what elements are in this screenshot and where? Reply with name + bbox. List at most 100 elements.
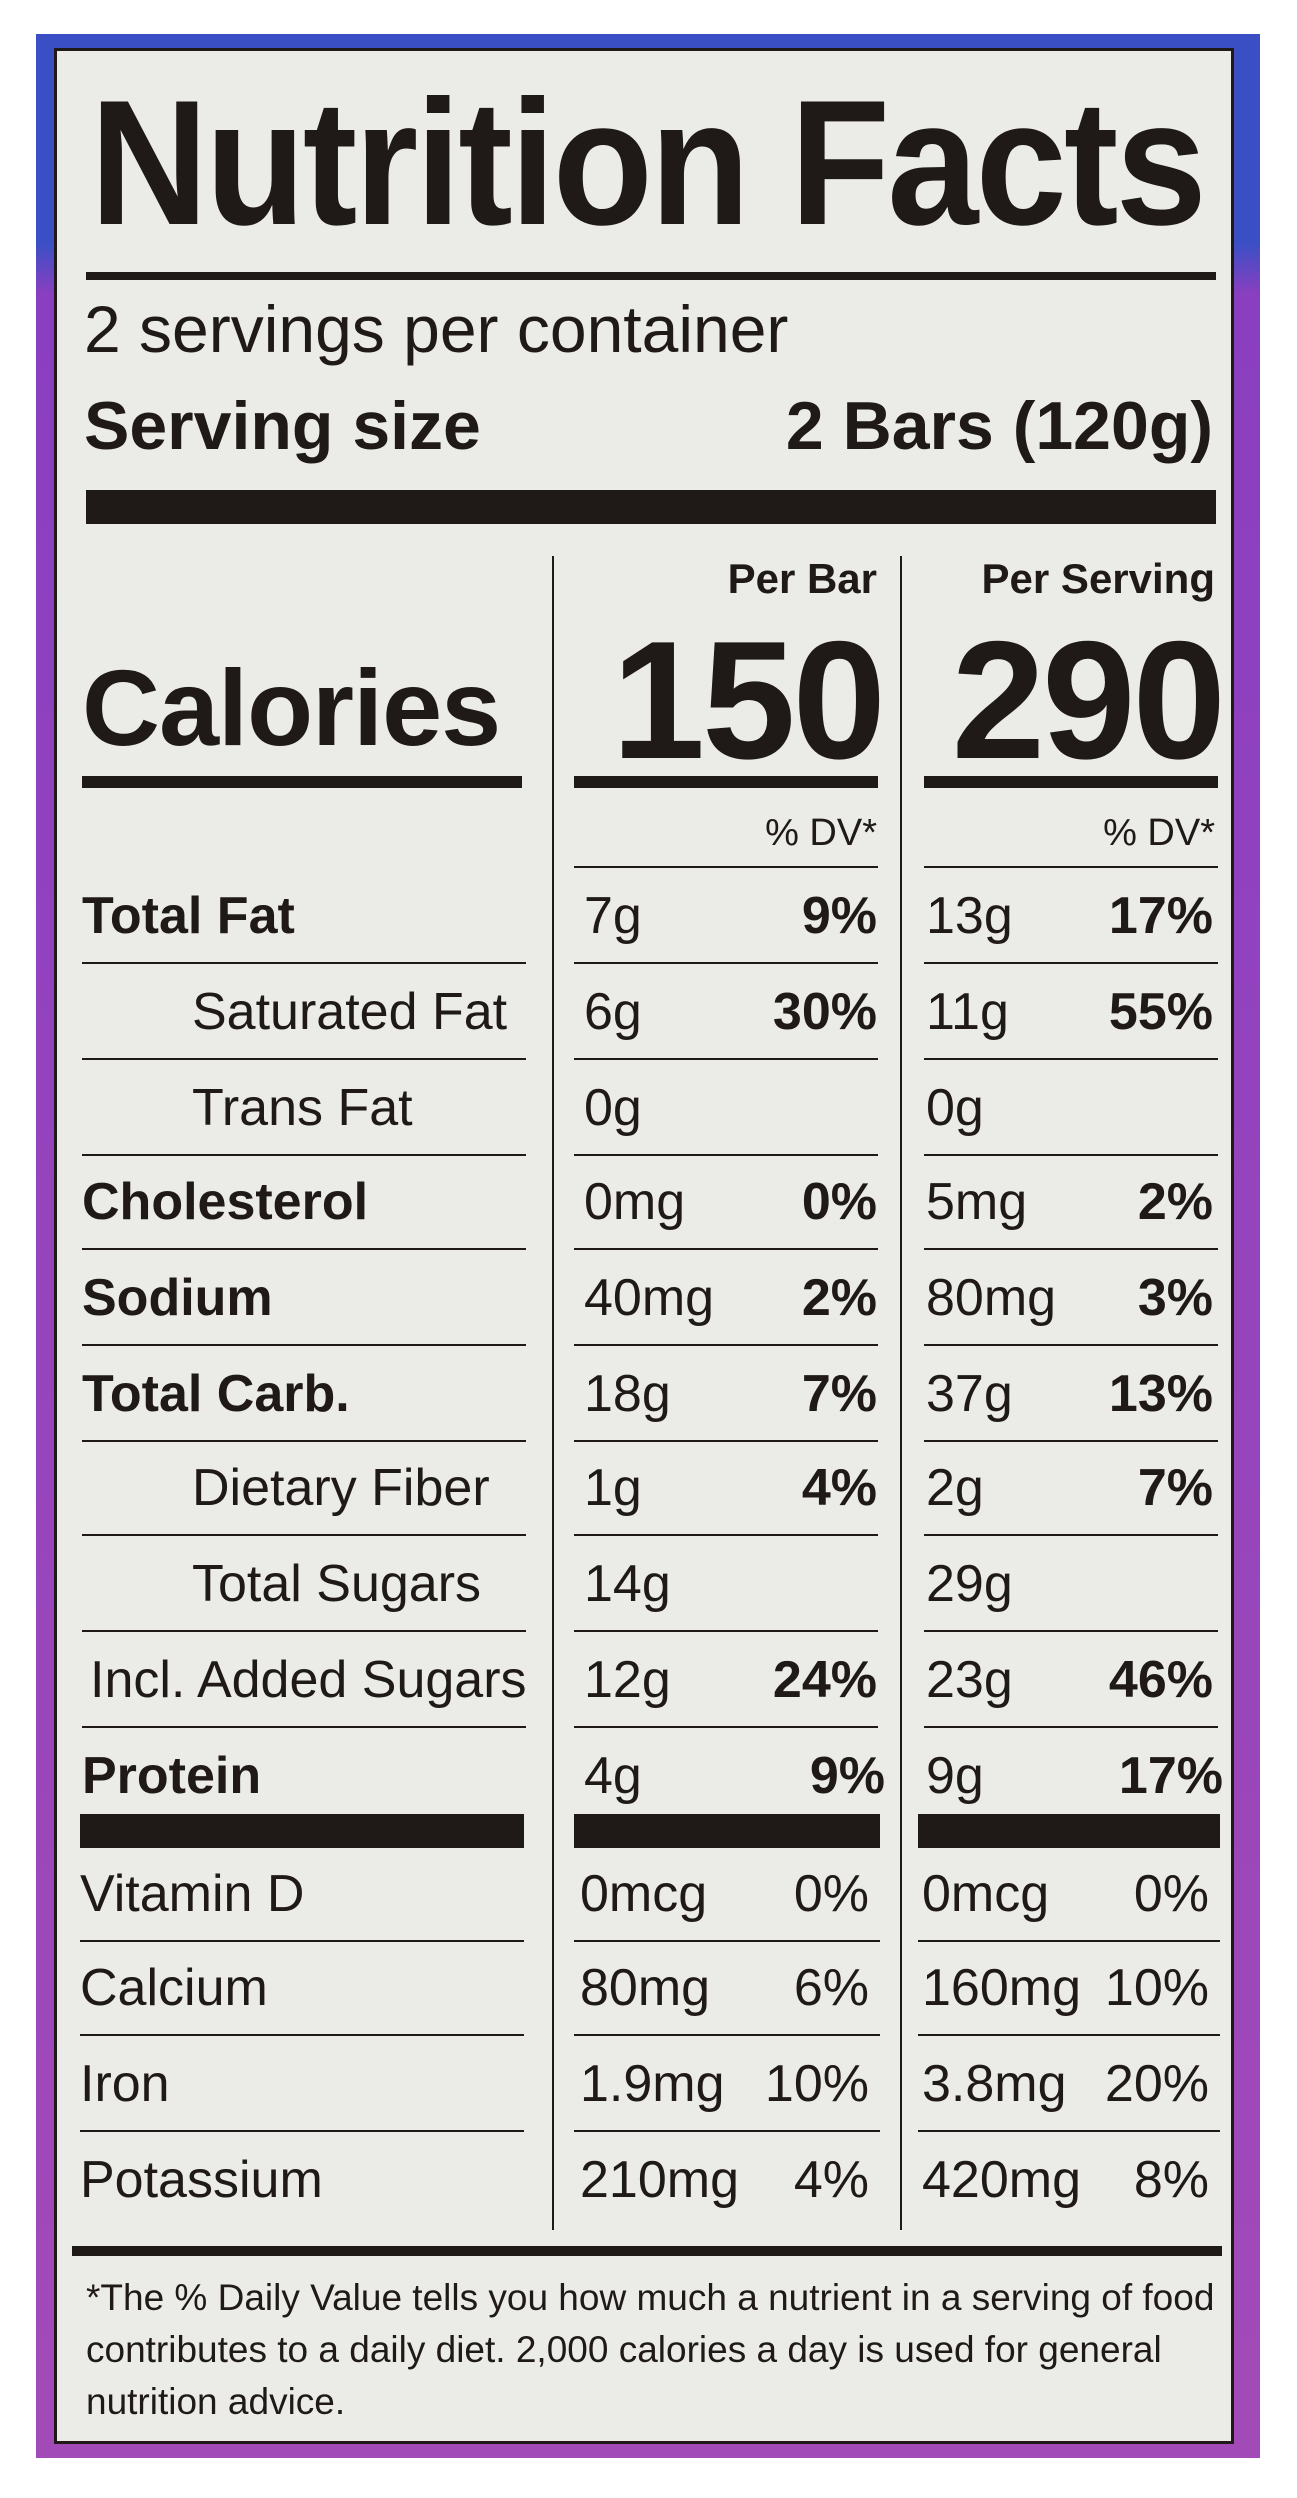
nutrient-bar-amount: 7g [584, 887, 642, 945]
row-rule-name [82, 1154, 526, 1156]
title-rule [86, 272, 1216, 280]
nutrient-bar-amount: 6g [584, 983, 642, 1041]
nutrient-name: Cholesterol [82, 1173, 369, 1231]
nutrient-serving-amount: 13g [926, 887, 1013, 945]
row-rule-serving [924, 1726, 1218, 1728]
dv-rule-bar [574, 866, 878, 868]
nutrient-name: Saturated Fat [192, 983, 508, 1041]
row-rule-serving [924, 1248, 1218, 1250]
nutrient-name: Protein [82, 1747, 262, 1805]
column-divider-2 [900, 556, 902, 2230]
serving-size-label: Serving size [84, 388, 481, 464]
vitamin-bar-amount: 210mg [580, 2151, 739, 2209]
nutrient-serving-dv: 2% [1137, 1173, 1213, 1231]
nutrient-name: Sodium [82, 1269, 273, 1327]
vitamin-name: Potassium [80, 2151, 323, 2209]
calories-rule-serving [924, 776, 1218, 788]
nutrient-serving-amount: 0g [926, 1079, 984, 1137]
nutrient-serving-amount: 23g [926, 1651, 1013, 1709]
nutrient-bar-dv: 2% [801, 1269, 877, 1327]
vitamin-name: Calcium [80, 1959, 268, 2017]
row-rule-name [80, 2130, 524, 2132]
nutrition-label-panel [54, 48, 1234, 2444]
row-rule-serving [924, 1534, 1218, 1536]
row-rule-serving [924, 1440, 1218, 1442]
nutrient-serving-dv: 55% [1108, 983, 1213, 1041]
row-rule-bar [574, 1344, 878, 1346]
nutrient-serving-dv: 46% [1108, 1651, 1213, 1709]
vitamin-serving-amount: 0mcg [922, 1865, 1050, 1923]
row-rule-bar [574, 1534, 878, 1536]
row-rule-bar [574, 962, 878, 964]
vitamin-bar-amount: 0mcg [580, 1865, 708, 1923]
calories-label: Calories [82, 647, 501, 768]
nutrient-name: Incl. Added Sugars [90, 1651, 527, 1709]
row-rule-name [82, 1440, 526, 1442]
row-rule-serving [924, 1344, 1218, 1346]
row-rule-name [82, 1248, 526, 1250]
vitamins-thick-rule-bar [574, 1814, 880, 1848]
nutrient-bar-amount: 14g [584, 1555, 671, 1613]
calories-per-bar: 150 [611, 606, 886, 794]
row-rule-name [82, 1534, 526, 1536]
vitamin-name: Iron [80, 2055, 170, 2113]
nutrient-bar-amount: 12g [584, 1651, 671, 1709]
nutrient-bar-dv: 7% [801, 1365, 877, 1423]
nutrient-serving-dv: 7% [1137, 1459, 1213, 1517]
serving-size-value: 2 Bars (120g) [785, 388, 1213, 464]
row-rule-name [80, 1940, 524, 1942]
vitamin-serving-amount: 420mg [922, 2151, 1081, 2209]
row-rule-bar [574, 1940, 880, 1942]
row-rule-name [82, 1344, 526, 1346]
dv-header-per-serving: % DV* [1103, 812, 1215, 854]
vitamin-serving-amount: 160mg [922, 1959, 1081, 2017]
row-rule-serving [918, 2034, 1220, 2036]
row-rule-bar [574, 1058, 878, 1060]
row-rule-serving [918, 2130, 1220, 2132]
nutrient-bar-amount: 18g [584, 1365, 671, 1423]
vitamins-thick-rule-serving [918, 1814, 1220, 1848]
row-rule-name [80, 2034, 524, 2036]
vitamin-bar-amount: 1.9mg [580, 2055, 725, 2113]
nutrient-bar-dv: 9% [809, 1747, 885, 1805]
vitamin-serving-dv: 20% [1104, 2055, 1209, 2113]
nutrient-name: Total Sugars [192, 1555, 482, 1613]
nutrient-name: Total Fat [82, 887, 295, 945]
footnote-rule [72, 2246, 1222, 2256]
nutrient-bar-amount: 40mg [584, 1269, 715, 1327]
nutrient-serving-dv: 17% [1118, 1747, 1223, 1805]
daily-value-footnote: *The % Daily Value tells you how much a … [86, 2277, 1215, 2422]
nutrient-bar-amount: 0g [584, 1079, 642, 1137]
row-rule-bar [574, 1248, 878, 1250]
nutrient-bar-dv: 9% [801, 887, 877, 945]
row-rule-bar [574, 1154, 878, 1156]
nutrient-serving-amount: 29g [926, 1555, 1013, 1613]
nutrient-bar-amount: 4g [584, 1747, 642, 1805]
nutrient-serving-amount: 37g [926, 1365, 1013, 1423]
row-rule-name [82, 1726, 526, 1728]
nutrient-bar-dv: 24% [772, 1651, 877, 1709]
label-title: Nutrition Facts [90, 63, 1207, 262]
nutrient-serving-amount: 11g [926, 983, 1009, 1041]
nutrient-bar-dv: 30% [772, 983, 877, 1041]
nutrient-serving-amount: 2g [926, 1459, 984, 1517]
vitamin-serving-dv: 8% [1133, 2151, 1209, 2209]
row-rule-name [82, 1058, 526, 1060]
nutrient-name: Trans Fat [192, 1079, 413, 1137]
column-divider-1 [552, 556, 554, 2230]
nutrient-bar-amount: 1g [584, 1459, 642, 1517]
nutrient-serving-amount: 80mg [926, 1269, 1057, 1327]
nutrient-serving-dv: 13% [1108, 1365, 1213, 1423]
nutrient-serving-amount: 9g [926, 1747, 984, 1805]
nutrient-bar-dv: 0% [801, 1173, 877, 1231]
calories-rule-bar [574, 776, 878, 788]
nutrient-name: Total Carb. [82, 1365, 350, 1423]
row-rule-serving [924, 962, 1218, 964]
vitamin-serving-dv: 0% [1133, 1865, 1209, 1923]
vitamin-bar-dv: 6% [793, 1959, 869, 2017]
row-rule-serving [924, 1058, 1218, 1060]
row-rule-bar [574, 2130, 880, 2132]
vitamin-bar-dv: 4% [793, 2151, 869, 2209]
row-rule-serving [924, 1154, 1218, 1156]
column-header-per-bar: Per Bar [727, 555, 877, 602]
